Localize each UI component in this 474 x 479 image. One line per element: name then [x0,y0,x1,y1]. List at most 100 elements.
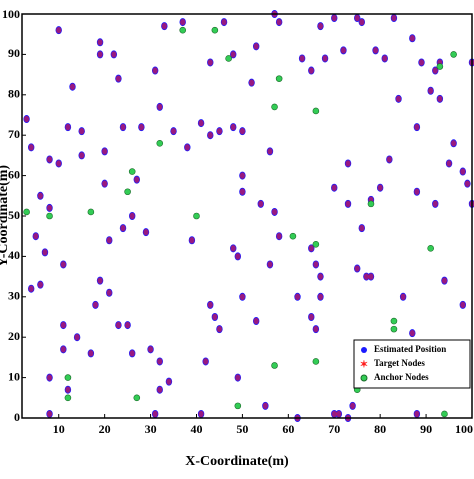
y-tick-label: 10 [8,369,20,383]
point [42,249,48,256]
point [428,87,434,94]
point [253,43,259,50]
point [28,144,34,151]
point [106,237,112,244]
point [46,374,53,381]
point [125,321,131,329]
point [354,14,360,22]
point [120,224,126,232]
point [46,410,53,418]
point [102,148,108,155]
point [437,95,443,103]
point [312,107,320,115]
point [271,362,278,369]
point [267,148,273,155]
point [363,273,369,280]
point [436,63,444,70]
legend: Estimated Position ✶ Target Nodes Anchor No… [353,339,471,389]
y-tick-label: 100 [2,7,20,21]
legend-marker [360,374,368,382]
point [60,346,66,353]
point [331,14,337,22]
y-tick-label: 60 [8,167,20,181]
point [451,140,457,147]
point [340,47,347,54]
y-tick-label: 90 [8,46,20,60]
x-tick-label: 70 [328,422,340,436]
point [354,265,360,272]
point [212,313,218,321]
x-tick-label: 50 [236,422,248,436]
point [225,55,232,62]
x-tick-label: 30 [145,422,157,436]
point [111,51,117,58]
point [87,208,95,216]
point [262,402,268,410]
point [198,119,204,127]
point [386,156,392,163]
point [464,180,471,187]
point [216,325,223,333]
point [235,253,241,260]
point [193,212,200,220]
point [129,350,135,357]
point [312,358,320,365]
point [331,410,337,418]
point [230,123,236,131]
point [382,55,388,62]
point [345,200,351,208]
point [203,358,209,365]
y-tick-label: 20 [8,329,20,343]
point [368,273,374,280]
point [143,228,149,236]
point [161,22,167,30]
point [46,204,53,212]
x-tick-label: 10 [53,422,65,436]
point [115,321,122,329]
point [60,321,66,329]
point [207,59,213,66]
point [441,410,448,418]
point [460,301,466,309]
point [390,325,398,333]
point [97,51,103,58]
point [289,232,297,240]
point [336,410,342,418]
y-tick-label: 80 [8,87,20,101]
point [157,103,163,111]
point [46,156,53,163]
point [138,123,144,131]
point [359,224,365,232]
point [56,160,62,167]
point [69,83,76,90]
x-tick-label: 40 [190,422,202,436]
point [37,281,43,288]
point [350,402,356,410]
point [79,127,85,135]
point [308,245,314,252]
point [409,35,415,42]
point [152,67,158,74]
point [230,245,236,252]
point [115,75,122,82]
point [37,192,43,199]
point [79,152,85,159]
point [400,293,406,300]
point [276,18,282,26]
point [432,67,438,74]
point [299,55,305,62]
legend-label: Target Nodes [374,358,425,368]
y-tick-label: 50 [8,208,20,222]
legend-label: Estimated Position [374,344,446,354]
y-tick-label: 30 [8,289,20,303]
point [166,378,172,385]
point [124,188,131,196]
y-tick-label: 0 [14,410,20,424]
point [33,233,39,240]
point [414,123,420,131]
point [312,240,320,248]
point [60,261,66,268]
point [28,285,34,292]
plot-frame [21,13,473,419]
point [157,358,163,365]
